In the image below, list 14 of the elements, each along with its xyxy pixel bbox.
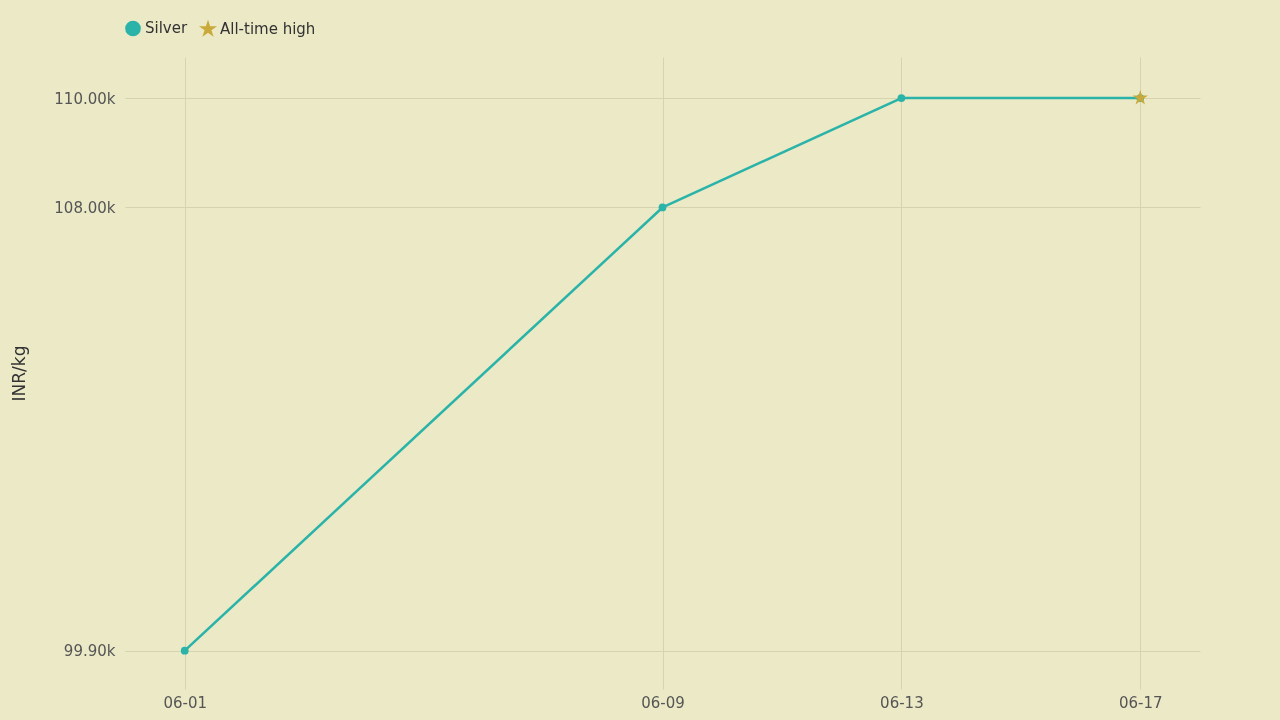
x-tick-label: 06-01: [163, 693, 208, 712]
x-tick-label: 06-09: [641, 693, 685, 712]
point: [897, 94, 906, 102]
point: [658, 203, 667, 212]
x-tick-label: 06-17: [1118, 693, 1163, 712]
legend-label: All-time high: [220, 20, 316, 39]
y-tick-label: 110.00k: [54, 89, 116, 108]
x-tick-label: 06-13: [880, 693, 924, 712]
legend-label: Silver: [145, 19, 188, 38]
y-tick-label: 108.00k: [54, 198, 116, 217]
y-axis-title: INR/kg: [9, 345, 30, 402]
y-tick-label: 99.90k: [63, 642, 116, 661]
point: [1132, 89, 1148, 105]
point: [180, 646, 189, 655]
